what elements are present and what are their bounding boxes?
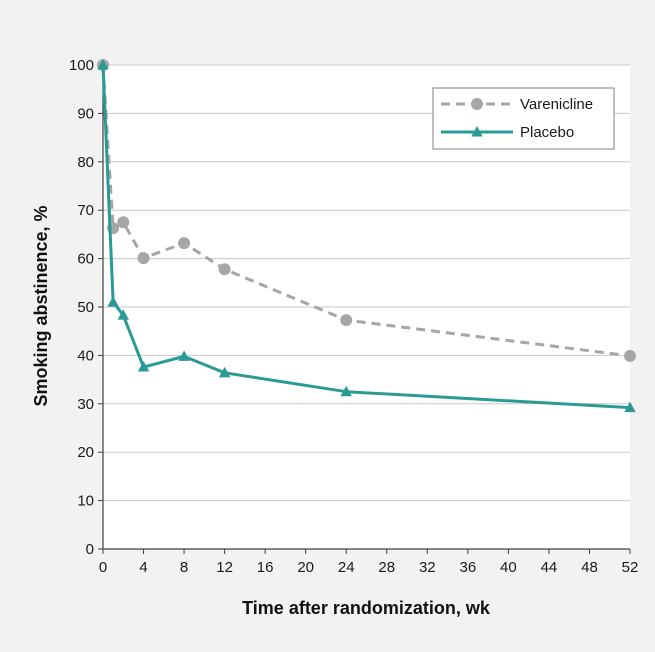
data-point-placebo: [117, 309, 129, 320]
legend-marker-circle: [471, 98, 483, 110]
y-tick-label: 50: [77, 299, 94, 316]
data-point-placebo: [218, 366, 231, 378]
data-series: [97, 59, 636, 413]
y-tick-label: 40: [77, 347, 94, 364]
data-point-varenicline: [340, 314, 353, 327]
data-point-placebo: [97, 59, 109, 70]
x-tick-label: 16: [257, 559, 274, 576]
y-tick-label: 90: [77, 105, 94, 122]
legend: Varenicline Placebo: [432, 87, 615, 150]
legend-box: [432, 87, 615, 150]
x-tick-label: 52: [622, 559, 639, 576]
data-point-placebo: [624, 401, 636, 413]
data-point-varenicline: [178, 237, 191, 250]
data-point-varenicline: [117, 216, 130, 229]
x-tick-label: 24: [338, 559, 355, 576]
x-tick-label: 28: [378, 559, 395, 576]
y-tick-label: 80: [77, 154, 94, 171]
x-tick-label: 40: [500, 559, 517, 576]
legend-label-placebo: Placebo: [520, 124, 574, 141]
data-point-placebo: [178, 350, 190, 361]
y-axis-ticks: 0 10 20 30 40 50 60 70 80 90 100: [69, 57, 103, 558]
x-tick-label: 48: [581, 559, 598, 576]
y-tick-label: 20: [77, 444, 94, 461]
data-point-varenicline: [624, 349, 636, 362]
data-point-placebo: [137, 361, 150, 372]
data-point-varenicline: [218, 263, 231, 276]
x-tick-label: 0: [99, 559, 107, 576]
legend-label-varenicline: Varenicline: [520, 96, 593, 113]
x-tick-label: 32: [419, 559, 436, 576]
y-axis-title: Smoking abstinence, %: [31, 205, 51, 406]
x-axis-ticks: 0 4 8 12 16 20 24 28 32 36 40 44 48 52: [99, 549, 639, 576]
x-tick-label: 36: [460, 559, 477, 576]
y-tick-label: 10: [77, 493, 94, 510]
x-axis-title: Time after randomization, wk: [242, 598, 491, 618]
x-tick-label: 4: [139, 559, 147, 576]
x-tick-label: 8: [180, 559, 188, 576]
y-tick-label: 0: [86, 541, 94, 558]
x-tick-label: 20: [297, 559, 314, 576]
y-tick-label: 100: [69, 57, 94, 74]
x-tick-label: 44: [541, 559, 558, 576]
data-point-placebo: [340, 385, 352, 397]
y-tick-label: 70: [77, 202, 94, 219]
y-tick-label: 30: [77, 396, 94, 413]
x-tick-label: 12: [216, 559, 233, 576]
data-point-varenicline: [137, 252, 150, 265]
legend-marker-triangle: [471, 126, 483, 137]
data-point-placebo: [107, 296, 119, 307]
y-tick-label: 60: [77, 251, 94, 268]
